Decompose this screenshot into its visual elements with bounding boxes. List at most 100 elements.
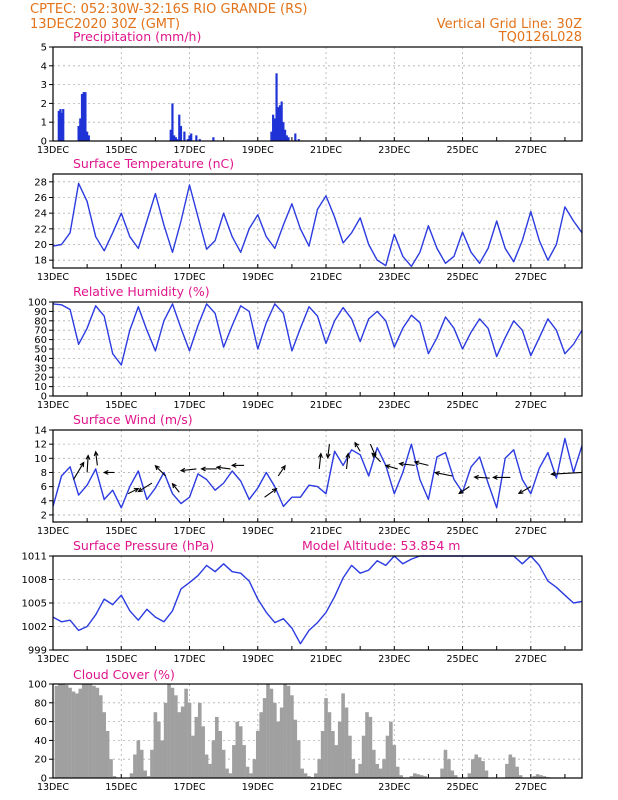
wind-vector-shaft	[385, 464, 398, 470]
y-tick-label: 1	[41, 118, 47, 129]
y-tick-label: 22	[34, 224, 47, 235]
wind-vector-head	[154, 464, 160, 471]
precipitation-content: 0 1 2 3 4 5 13DEC 15DEC 17DEC 19DEC 21DEC 23DEC 25DE…	[37, 43, 583, 156]
precipitation-bar	[178, 114, 181, 141]
y-tick-label: 50	[34, 345, 47, 356]
y-tick-label: 80	[34, 698, 47, 709]
wind-vector-shaft	[371, 452, 382, 463]
wind-vector-head	[215, 465, 222, 471]
y-tick-label: 1011	[22, 552, 47, 563]
x-tick-label: 21DEC	[310, 526, 342, 537]
y-tick-label: 80	[34, 316, 47, 327]
cloud-cover-bar	[54, 685, 59, 778]
cloud-cover-bar	[313, 773, 318, 778]
wind-vector-shaft	[95, 451, 98, 466]
x-tick-label: 25DEC	[447, 782, 479, 793]
precipitation-bar	[283, 129, 287, 141]
cloud-cover-bar	[221, 749, 226, 778]
cloud-cover-bar	[92, 685, 96, 778]
x-tick-label: 25DEC	[447, 654, 479, 665]
cloud-cover-bar	[505, 763, 509, 778]
precipitation-bar	[270, 131, 273, 141]
precipitation-bar	[62, 109, 65, 141]
cloud-cover-bar	[242, 745, 246, 778]
cloud-cover-bar	[484, 770, 489, 778]
panel-humidity: Relative Humidity (%) 010203040506070809…	[28, 284, 583, 411]
y-tick-label: 14	[34, 426, 47, 437]
wind-vector-head	[517, 489, 524, 495]
cloud-cover-bar	[269, 688, 274, 778]
wind-vector-head	[318, 452, 323, 459]
precipitation-bar	[282, 122, 285, 141]
cloud-cover-bar	[276, 721, 281, 778]
x-tick-label: 23DEC	[378, 654, 410, 665]
y-tick-label: 20	[34, 755, 47, 766]
cloud-cover-bar	[197, 702, 202, 778]
cloud-cover-bar	[440, 768, 444, 778]
precipitation-bar	[87, 135, 90, 141]
y-tick-label: 2	[41, 510, 47, 521]
x-tick-label: 25DEC	[447, 272, 479, 283]
x-tick-label: 27DEC	[515, 272, 547, 283]
cloud-cover-bar	[378, 768, 383, 778]
cloud-cover-bar	[409, 776, 414, 778]
wind-vector-head	[413, 460, 420, 466]
panel-title-precipitation: Precipitation (mm/h)	[73, 29, 201, 44]
cloud-cover-bar	[535, 774, 540, 778]
wind-vector-head	[200, 466, 206, 472]
y-tick-label: 30	[34, 363, 47, 374]
y-tick-label: 90	[34, 307, 47, 318]
x-tick-label: 25DEC	[447, 400, 479, 411]
wind-vector-head	[354, 441, 360, 448]
wind-vector-head	[271, 487, 278, 493]
cloud-cover-bar	[150, 749, 154, 778]
wind-vector-shaft	[264, 488, 277, 498]
y-tick-label: 70	[34, 326, 47, 337]
wind-vector-shaft	[73, 462, 85, 480]
x-tick-label: 23DEC	[378, 400, 410, 411]
cloud-cover-bar	[450, 770, 455, 778]
cloud-cover-bar	[344, 707, 349, 778]
y-tick-label: 100	[28, 298, 47, 309]
y-tick-label: 24	[34, 209, 47, 220]
wind-vector-head	[458, 489, 464, 495]
y-tick-label: 100	[28, 680, 47, 691]
precipitation-bar	[183, 131, 186, 141]
y-tick-label: 1005	[22, 599, 47, 610]
cloud-cover-bar	[245, 766, 250, 778]
cloud-cover-bar	[249, 773, 253, 778]
x-tick-label: 15DEC	[105, 272, 137, 283]
wind-vector-shaft	[277, 465, 286, 477]
cloud-cover-bar	[337, 721, 342, 778]
wind-vector-head	[384, 464, 391, 469]
wind-vector-shaft	[518, 486, 532, 494]
cloud-cover-bar	[518, 775, 523, 778]
precipitation-bar	[173, 135, 176, 141]
wind-vector-head	[280, 464, 286, 471]
x-tick-label: 17DEC	[173, 145, 205, 156]
wind-vector-shaft	[180, 468, 197, 472]
cloud-cover-bar	[382, 759, 386, 778]
wind-vector-shaft	[127, 488, 139, 495]
x-tick-label: 23DEC	[378, 526, 410, 537]
wind-frame	[52, 429, 583, 523]
wind-vector-head	[93, 450, 99, 457]
x-tick-label: 21DEC	[310, 654, 342, 665]
x-tick-label: 21DEC	[310, 272, 342, 283]
panel-title-humidity: Relative Humidity (%)	[73, 284, 210, 299]
y-tick-label: 8	[41, 468, 47, 479]
precipitation-bar	[84, 92, 87, 141]
y-tick-label: 0	[41, 774, 47, 785]
wind-vector-head	[371, 452, 377, 458]
cloud-cover-bar	[368, 716, 373, 778]
wind-vector-shaft	[354, 442, 361, 452]
cloud-cover-bar	[354, 773, 359, 778]
cloud-cover-bar	[109, 759, 113, 778]
wind-vector-head	[137, 487, 143, 493]
cloud-cover-bar	[177, 712, 182, 778]
x-tick-label: 15DEC	[105, 145, 137, 156]
y-tick-label: 5	[41, 43, 47, 54]
x-tick-label: 13DEC	[37, 526, 69, 537]
panel-title-pressure: Surface Pressure (hPa)	[73, 538, 214, 553]
humidity-series-line	[52, 303, 583, 366]
